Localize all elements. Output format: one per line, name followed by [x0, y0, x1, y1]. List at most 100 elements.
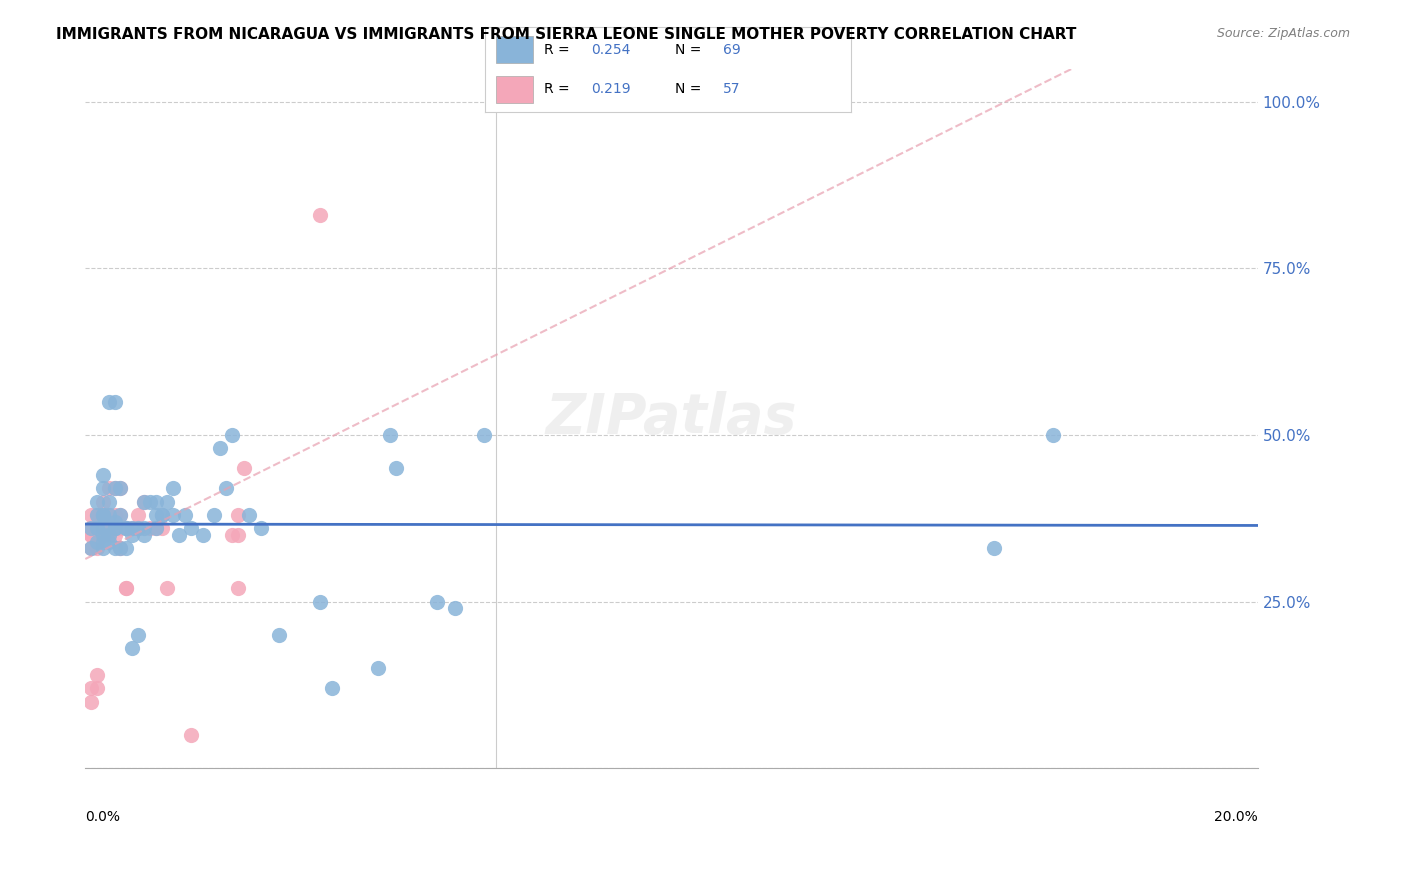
- Point: [221, 428, 243, 442]
- Point: [367, 661, 389, 675]
- Point: [97, 521, 120, 535]
- Point: [221, 528, 243, 542]
- Text: 0.0%: 0.0%: [86, 810, 121, 824]
- Point: [115, 582, 138, 596]
- Text: R =: R =: [544, 82, 574, 96]
- Point: [115, 582, 138, 596]
- Point: [132, 521, 155, 535]
- Point: [86, 521, 108, 535]
- Point: [139, 521, 162, 535]
- Text: N =: N =: [675, 82, 706, 96]
- Point: [180, 521, 202, 535]
- Point: [104, 521, 127, 535]
- Point: [156, 582, 179, 596]
- Point: [91, 468, 114, 483]
- Point: [97, 521, 120, 535]
- FancyBboxPatch shape: [496, 76, 533, 103]
- Point: [91, 508, 114, 522]
- Point: [232, 461, 254, 475]
- Point: [127, 521, 149, 535]
- Point: [121, 528, 143, 542]
- Point: [91, 528, 114, 542]
- Point: [91, 508, 114, 522]
- Point: [132, 528, 155, 542]
- Point: [86, 668, 108, 682]
- Point: [91, 494, 114, 508]
- Point: [145, 521, 167, 535]
- Text: 0.219: 0.219: [591, 82, 631, 96]
- Point: [180, 728, 202, 742]
- Text: N =: N =: [675, 43, 706, 56]
- Point: [104, 508, 127, 522]
- Point: [86, 534, 108, 549]
- Point: [121, 641, 143, 656]
- Text: 57: 57: [723, 82, 740, 96]
- Point: [104, 521, 127, 535]
- Text: ZIPatlas: ZIPatlas: [546, 392, 797, 445]
- Point: [80, 528, 103, 542]
- Point: [226, 508, 249, 522]
- Point: [86, 521, 108, 535]
- Text: Source: ZipAtlas.com: Source: ZipAtlas.com: [1216, 27, 1350, 40]
- Point: [104, 481, 127, 495]
- Point: [127, 508, 149, 522]
- Point: [86, 508, 108, 522]
- Point: [80, 681, 103, 696]
- Point: [226, 582, 249, 596]
- Point: [86, 521, 108, 535]
- Point: [86, 521, 108, 535]
- Point: [167, 528, 190, 542]
- Point: [115, 521, 138, 535]
- Point: [110, 508, 132, 522]
- Point: [80, 695, 103, 709]
- Text: IMMIGRANTS FROM NICARAGUA VS IMMIGRANTS FROM SIERRA LEONE SINGLE MOTHER POVERTY : IMMIGRANTS FROM NICARAGUA VS IMMIGRANTS …: [56, 27, 1077, 42]
- Point: [115, 541, 138, 556]
- Point: [104, 521, 127, 535]
- FancyBboxPatch shape: [496, 36, 533, 63]
- Point: [132, 494, 155, 508]
- Point: [80, 521, 103, 535]
- Point: [209, 442, 232, 456]
- Point: [378, 428, 401, 442]
- Point: [110, 481, 132, 495]
- Point: [308, 208, 330, 222]
- Point: [385, 461, 408, 475]
- Point: [156, 494, 179, 508]
- Point: [132, 494, 155, 508]
- Point: [127, 628, 149, 642]
- Point: [139, 494, 162, 508]
- Point: [145, 521, 167, 535]
- Point: [115, 521, 138, 535]
- Point: [174, 508, 197, 522]
- Point: [91, 541, 114, 556]
- Point: [321, 681, 343, 696]
- Point: [110, 541, 132, 556]
- Point: [115, 521, 138, 535]
- Point: [91, 508, 114, 522]
- Point: [150, 508, 173, 522]
- Point: [250, 521, 273, 535]
- Point: [110, 508, 132, 522]
- Point: [443, 601, 465, 615]
- Text: R =: R =: [544, 43, 574, 56]
- Point: [110, 481, 132, 495]
- Point: [110, 521, 132, 535]
- Point: [104, 481, 127, 495]
- Point: [91, 521, 114, 535]
- Point: [238, 508, 260, 522]
- Point: [80, 521, 103, 535]
- Point: [983, 541, 1005, 556]
- Point: [267, 628, 290, 642]
- Point: [150, 508, 173, 522]
- Point: [104, 528, 127, 542]
- Point: [91, 528, 114, 542]
- Point: [80, 541, 103, 556]
- Text: 69: 69: [723, 43, 741, 56]
- Point: [145, 508, 167, 522]
- Point: [121, 521, 143, 535]
- Point: [86, 534, 108, 549]
- Point: [121, 521, 143, 535]
- Point: [104, 394, 127, 409]
- Point: [97, 394, 120, 409]
- Point: [110, 541, 132, 556]
